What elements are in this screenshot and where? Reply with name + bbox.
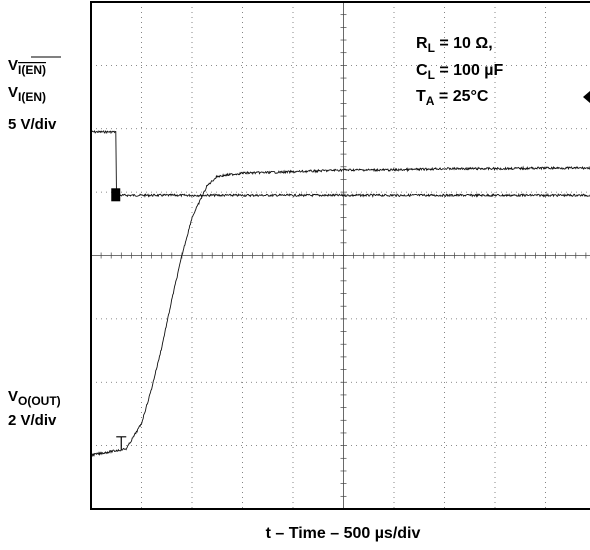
channel-1-label-line: VI(EN) xyxy=(8,57,46,77)
trigger-marker-icon xyxy=(583,91,590,103)
channel-labels: VI(EN) VI(EN) 5 V/div VO(OUT) 2 V/div xyxy=(8,56,61,429)
channel-2-label-line: VO(OUT) xyxy=(8,388,61,408)
channel-1-label-line: VI(EN) xyxy=(8,84,46,104)
grid xyxy=(90,1,590,510)
test-conditions: RL = 10 Ω, CL = 100 µF TA = 25°C xyxy=(416,35,504,108)
channel-2-label-line: 2 V/div xyxy=(8,412,57,429)
plot-frame xyxy=(90,1,590,510)
ch1-ground-marker-icon xyxy=(111,188,121,202)
condition-text: RL = 10 Ω, xyxy=(416,35,493,55)
condition-text: CL = 100 µF xyxy=(416,62,504,82)
traces xyxy=(90,129,590,458)
trace-channel-1 xyxy=(90,129,590,198)
channel-1-label-line: 5 V/div xyxy=(8,116,57,133)
x-axis-label: t – Time – 500 µs/div xyxy=(266,525,421,542)
trace-channel-2 xyxy=(90,165,590,458)
condition-text: TA = 25°C xyxy=(416,88,489,108)
ch2-ground-marker-icon xyxy=(116,436,127,449)
